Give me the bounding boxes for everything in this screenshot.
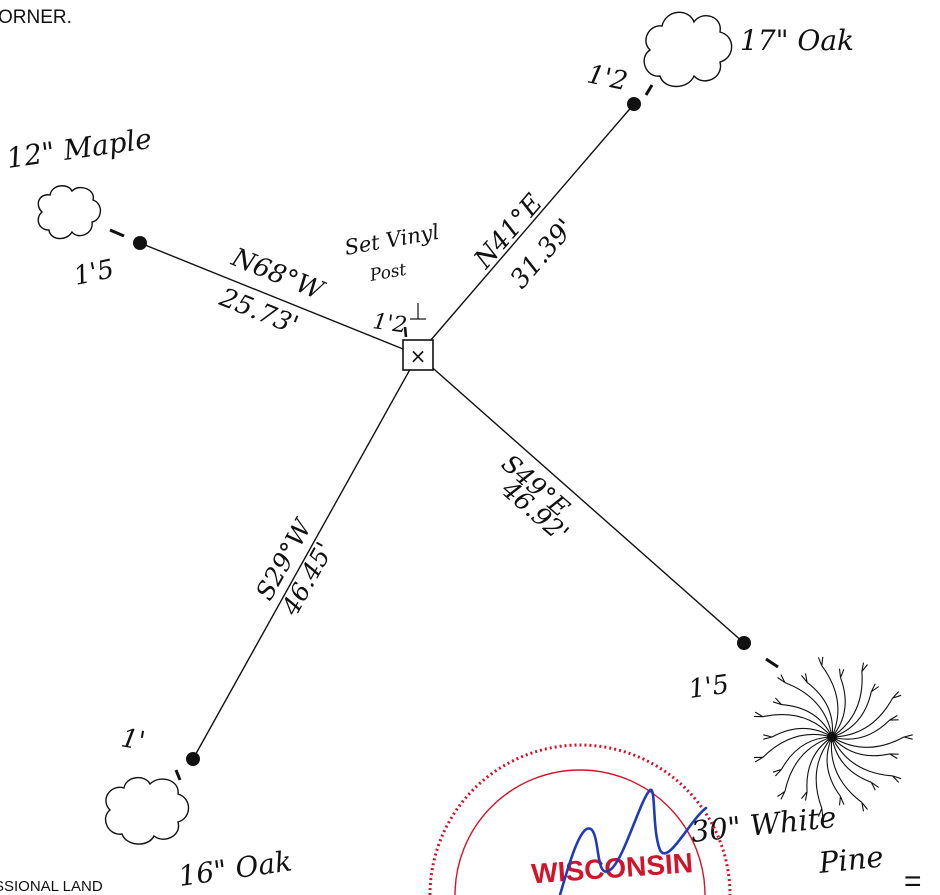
height-tick-se — [765, 657, 779, 669]
pine-branch-tip — [838, 668, 845, 678]
pine-branch-tip — [838, 796, 845, 806]
tree-dot-se — [737, 636, 751, 650]
pine-branch — [831, 671, 863, 738]
tree-dot-ne — [627, 97, 641, 111]
pine-branch — [831, 736, 905, 748]
pine-branch-tip — [870, 781, 880, 791]
monument-box — [402, 339, 434, 371]
pine-branch-tip — [861, 662, 868, 672]
pine-branch-tip — [889, 753, 899, 759]
pine-branch — [831, 719, 890, 740]
height-tick — [403, 326, 408, 338]
tie-line-ne — [417, 103, 635, 356]
tree-label-se-line1: 30" White — [689, 800, 838, 849]
monument-label-line1: Set Vinyl — [343, 220, 441, 260]
pine-branch — [784, 682, 833, 738]
height-sw: 1' — [119, 723, 148, 757]
pine-branch — [781, 704, 833, 738]
pine-branch-tip — [801, 791, 808, 801]
footer-fragment: SSIONAL LAND — [0, 878, 103, 895]
monument-label-line2: Post — [367, 260, 408, 286]
height-nw: 1'5 — [71, 254, 117, 292]
header-fragment: ORNER. — [0, 7, 72, 28]
pine-branch-tip — [861, 802, 868, 812]
pine-branch — [784, 736, 833, 792]
tree-dot-sw — [186, 752, 200, 766]
pine-branch-tip — [777, 790, 786, 800]
seal-inner-ring — [454, 769, 706, 895]
pine-branch — [815, 736, 833, 809]
height-tick-ne — [644, 84, 654, 96]
height-tick-nw — [109, 228, 125, 238]
center-monument: × — [402, 303, 434, 371]
tree-label-ne: 17" Oak — [740, 24, 854, 57]
height-tick-sw — [174, 769, 182, 781]
pine-center — [827, 732, 837, 742]
pine-branch — [831, 736, 890, 757]
tree-symbol-ne-oak — [643, 11, 733, 88]
pine-branch-tip — [772, 697, 782, 706]
tie-line-nw — [139, 242, 419, 356]
pine-branch-tip — [892, 775, 902, 783]
pine-branch-tip — [817, 808, 824, 818]
tie-line-sw — [192, 354, 419, 760]
pine-branch — [831, 736, 893, 777]
monument-symbol: × — [410, 344, 427, 368]
tree-symbol-se-pine — [753, 656, 913, 818]
pine-branch-tip — [763, 734, 773, 740]
tree-symbol-nw-maple — [37, 185, 102, 240]
pine-branch — [762, 714, 833, 738]
pine-branch-tip — [889, 715, 899, 721]
pine-branch — [830, 736, 863, 803]
pine-branch — [762, 733, 833, 758]
seal-outer-ring — [428, 743, 732, 895]
tree-symbol-sw-oak — [104, 777, 190, 845]
pine-branch-tip — [772, 768, 782, 777]
pine-branch-tip — [892, 691, 902, 699]
surveyor-seal: WISCONSIN — [428, 743, 732, 895]
tree-label-nw: 12" Maple — [4, 122, 153, 175]
pine-branch — [831, 677, 846, 738]
pine-branch — [831, 691, 872, 738]
footer-trailing-glyph: = — [904, 865, 922, 895]
tree-label-se-line2: Pine — [816, 839, 885, 880]
pine-branch — [831, 736, 872, 783]
pine-branch-tip — [777, 674, 786, 684]
pine-branch — [806, 681, 834, 738]
pine-branch-tip — [801, 673, 808, 683]
signature — [558, 788, 708, 895]
pine-branch — [771, 727, 833, 738]
pine-branch — [831, 697, 894, 738]
tie-line-se — [417, 354, 745, 644]
pine-branch-tip — [753, 756, 764, 763]
monument-height: 1'2 — [371, 309, 408, 338]
pine-branch — [781, 736, 833, 770]
pine-branch — [826, 736, 841, 797]
tree-label-sw: 16" Oak — [176, 844, 294, 893]
pine-branch — [821, 665, 839, 738]
tree-dot-nw — [133, 236, 147, 250]
height-ne: 1'2 — [585, 60, 631, 98]
pine-branch-tip — [870, 683, 880, 693]
pine-branch-tip — [817, 656, 824, 666]
pine-branch-tip — [903, 734, 913, 740]
height-se: 1'5 — [687, 670, 731, 705]
pine-branch-tip — [753, 711, 764, 718]
pine-branch — [806, 736, 833, 792]
